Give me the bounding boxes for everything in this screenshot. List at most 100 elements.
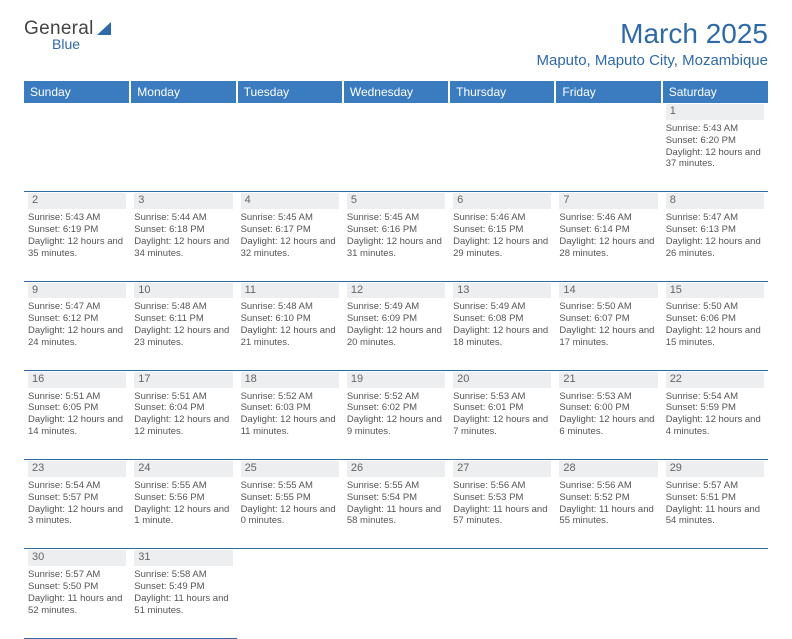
day-number: 30 xyxy=(28,550,126,566)
day-number: 23 xyxy=(28,461,126,477)
day-number: 5 xyxy=(347,193,445,209)
sunrise-line: Sunrise: 5:55 AM xyxy=(347,480,445,492)
daylight-line: Daylight: 12 hours and 15 minutes. xyxy=(666,325,764,349)
daynum-cell: 28 xyxy=(555,460,661,477)
day-number: 22 xyxy=(666,372,764,388)
daynum-row: 9101112131415 xyxy=(24,281,768,298)
daynum-cell: 31 xyxy=(130,549,236,566)
sunset-line: Sunset: 6:17 PM xyxy=(241,224,339,236)
day-content: Sunrise: 5:55 AMSunset: 5:56 PMDaylight:… xyxy=(134,479,232,528)
sunset-line: Sunset: 6:16 PM xyxy=(347,224,445,236)
day-cell: Sunrise: 5:46 AMSunset: 6:14 PMDaylight:… xyxy=(555,209,661,281)
day-content: Sunrise: 5:51 AMSunset: 6:04 PMDaylight:… xyxy=(134,390,232,439)
day-header: Saturday xyxy=(662,81,768,103)
daylight-line: Daylight: 12 hours and 6 minutes. xyxy=(559,414,657,438)
sunrise-line: Sunrise: 5:50 AM xyxy=(559,301,657,313)
day-cell: Sunrise: 5:44 AMSunset: 6:18 PMDaylight:… xyxy=(130,209,236,281)
day-number: 12 xyxy=(347,283,445,299)
daynum-cell: 26 xyxy=(343,460,449,477)
sunset-line: Sunset: 5:49 PM xyxy=(134,581,232,593)
day-number: 21 xyxy=(559,372,657,388)
sunset-line: Sunset: 5:55 PM xyxy=(241,492,339,504)
daylight-line: Daylight: 12 hours and 37 minutes. xyxy=(666,147,764,171)
daylight-line: Daylight: 12 hours and 34 minutes. xyxy=(134,236,232,260)
day-cell: Sunrise: 5:45 AMSunset: 6:16 PMDaylight:… xyxy=(343,209,449,281)
sunrise-line: Sunrise: 5:52 AM xyxy=(241,391,339,403)
daynum-cell: 5 xyxy=(343,192,449,209)
sunrise-line: Sunrise: 5:48 AM xyxy=(134,301,232,313)
sunrise-line: Sunrise: 5:55 AM xyxy=(241,480,339,492)
sunset-line: Sunset: 6:11 PM xyxy=(134,313,232,325)
sunrise-line: Sunrise: 5:49 AM xyxy=(347,301,445,313)
daynum-cell: 13 xyxy=(449,281,555,298)
day-cell: Sunrise: 5:57 AMSunset: 5:50 PMDaylight:… xyxy=(24,566,130,638)
daylight-line: Daylight: 12 hours and 11 minutes. xyxy=(241,414,339,438)
day-number: 2 xyxy=(28,193,126,209)
day-number: 10 xyxy=(134,283,232,299)
day-cell: Sunrise: 5:54 AMSunset: 5:59 PMDaylight:… xyxy=(662,388,768,460)
day-content: Sunrise: 5:58 AMSunset: 5:49 PMDaylight:… xyxy=(134,568,232,617)
day-cell: Sunrise: 5:50 AMSunset: 6:07 PMDaylight:… xyxy=(555,298,661,370)
day-number: 8 xyxy=(666,193,764,209)
daynum-cell xyxy=(343,103,449,120)
day-content: Sunrise: 5:47 AMSunset: 6:13 PMDaylight:… xyxy=(666,211,764,260)
daynum-cell: 14 xyxy=(555,281,661,298)
day-cell: Sunrise: 5:55 AMSunset: 5:55 PMDaylight:… xyxy=(237,477,343,549)
daynum-cell xyxy=(555,103,661,120)
sunrise-line: Sunrise: 5:46 AM xyxy=(559,212,657,224)
daynum-cell: 17 xyxy=(130,370,236,387)
sunset-line: Sunset: 6:10 PM xyxy=(241,313,339,325)
sunset-line: Sunset: 5:56 PM xyxy=(134,492,232,504)
day-content: Sunrise: 5:57 AMSunset: 5:50 PMDaylight:… xyxy=(28,568,126,617)
day-number: 3 xyxy=(134,193,232,209)
sunset-line: Sunset: 6:01 PM xyxy=(453,402,551,414)
sunset-line: Sunset: 6:09 PM xyxy=(347,313,445,325)
day-cell: Sunrise: 5:56 AMSunset: 5:52 PMDaylight:… xyxy=(555,477,661,549)
day-content: Sunrise: 5:56 AMSunset: 5:52 PMDaylight:… xyxy=(559,479,657,528)
sunrise-line: Sunrise: 5:57 AM xyxy=(28,569,126,581)
daylight-line: Daylight: 11 hours and 55 minutes. xyxy=(559,504,657,528)
calendar-table: SundayMondayTuesdayWednesdayThursdayFrid… xyxy=(24,81,768,639)
daynum-cell: 23 xyxy=(24,460,130,477)
day-number: 25 xyxy=(241,461,339,477)
day-number: 4 xyxy=(241,193,339,209)
daylight-line: Daylight: 12 hours and 18 minutes. xyxy=(453,325,551,349)
daylight-line: Daylight: 12 hours and 9 minutes. xyxy=(347,414,445,438)
day-cell: Sunrise: 5:51 AMSunset: 6:05 PMDaylight:… xyxy=(24,388,130,460)
day-content: Sunrise: 5:45 AMSunset: 6:16 PMDaylight:… xyxy=(347,211,445,260)
day-cell: Sunrise: 5:57 AMSunset: 5:51 PMDaylight:… xyxy=(662,477,768,549)
daynum-cell: 7 xyxy=(555,192,661,209)
daynum-cell xyxy=(662,549,768,566)
day-cell: Sunrise: 5:43 AMSunset: 6:20 PMDaylight:… xyxy=(662,120,768,192)
day-cell: Sunrise: 5:58 AMSunset: 5:49 PMDaylight:… xyxy=(130,566,236,638)
day-cell xyxy=(237,566,343,638)
daylight-line: Daylight: 12 hours and 17 minutes. xyxy=(559,325,657,349)
day-header: Friday xyxy=(555,81,661,103)
daylight-line: Daylight: 12 hours and 14 minutes. xyxy=(28,414,126,438)
day-cell: Sunrise: 5:49 AMSunset: 6:08 PMDaylight:… xyxy=(449,298,555,370)
daylight-line: Daylight: 12 hours and 24 minutes. xyxy=(28,325,126,349)
day-number: 16 xyxy=(28,372,126,388)
day-header-row: SundayMondayTuesdayWednesdayThursdayFrid… xyxy=(24,81,768,103)
daynum-cell: 21 xyxy=(555,370,661,387)
daynum-cell: 29 xyxy=(662,460,768,477)
daynum-cell: 30 xyxy=(24,549,130,566)
day-content: Sunrise: 5:52 AMSunset: 6:03 PMDaylight:… xyxy=(241,390,339,439)
sunrise-line: Sunrise: 5:47 AM xyxy=(666,212,764,224)
day-number: 15 xyxy=(666,283,764,299)
day-number: 28 xyxy=(559,461,657,477)
daynum-cell: 25 xyxy=(237,460,343,477)
day-content: Sunrise: 5:46 AMSunset: 6:14 PMDaylight:… xyxy=(559,211,657,260)
daynum-cell: 1 xyxy=(662,103,768,120)
sunset-line: Sunset: 5:50 PM xyxy=(28,581,126,593)
day-content: Sunrise: 5:50 AMSunset: 6:07 PMDaylight:… xyxy=(559,300,657,349)
daylight-line: Daylight: 12 hours and 0 minutes. xyxy=(241,504,339,528)
daylight-line: Daylight: 12 hours and 26 minutes. xyxy=(666,236,764,260)
sunset-line: Sunset: 6:12 PM xyxy=(28,313,126,325)
sunset-line: Sunset: 6:13 PM xyxy=(666,224,764,236)
sunrise-line: Sunrise: 5:49 AM xyxy=(453,301,551,313)
day-header: Tuesday xyxy=(237,81,343,103)
sunrise-line: Sunrise: 5:43 AM xyxy=(28,212,126,224)
day-number: 26 xyxy=(347,461,445,477)
week-row: Sunrise: 5:51 AMSunset: 6:05 PMDaylight:… xyxy=(24,388,768,460)
